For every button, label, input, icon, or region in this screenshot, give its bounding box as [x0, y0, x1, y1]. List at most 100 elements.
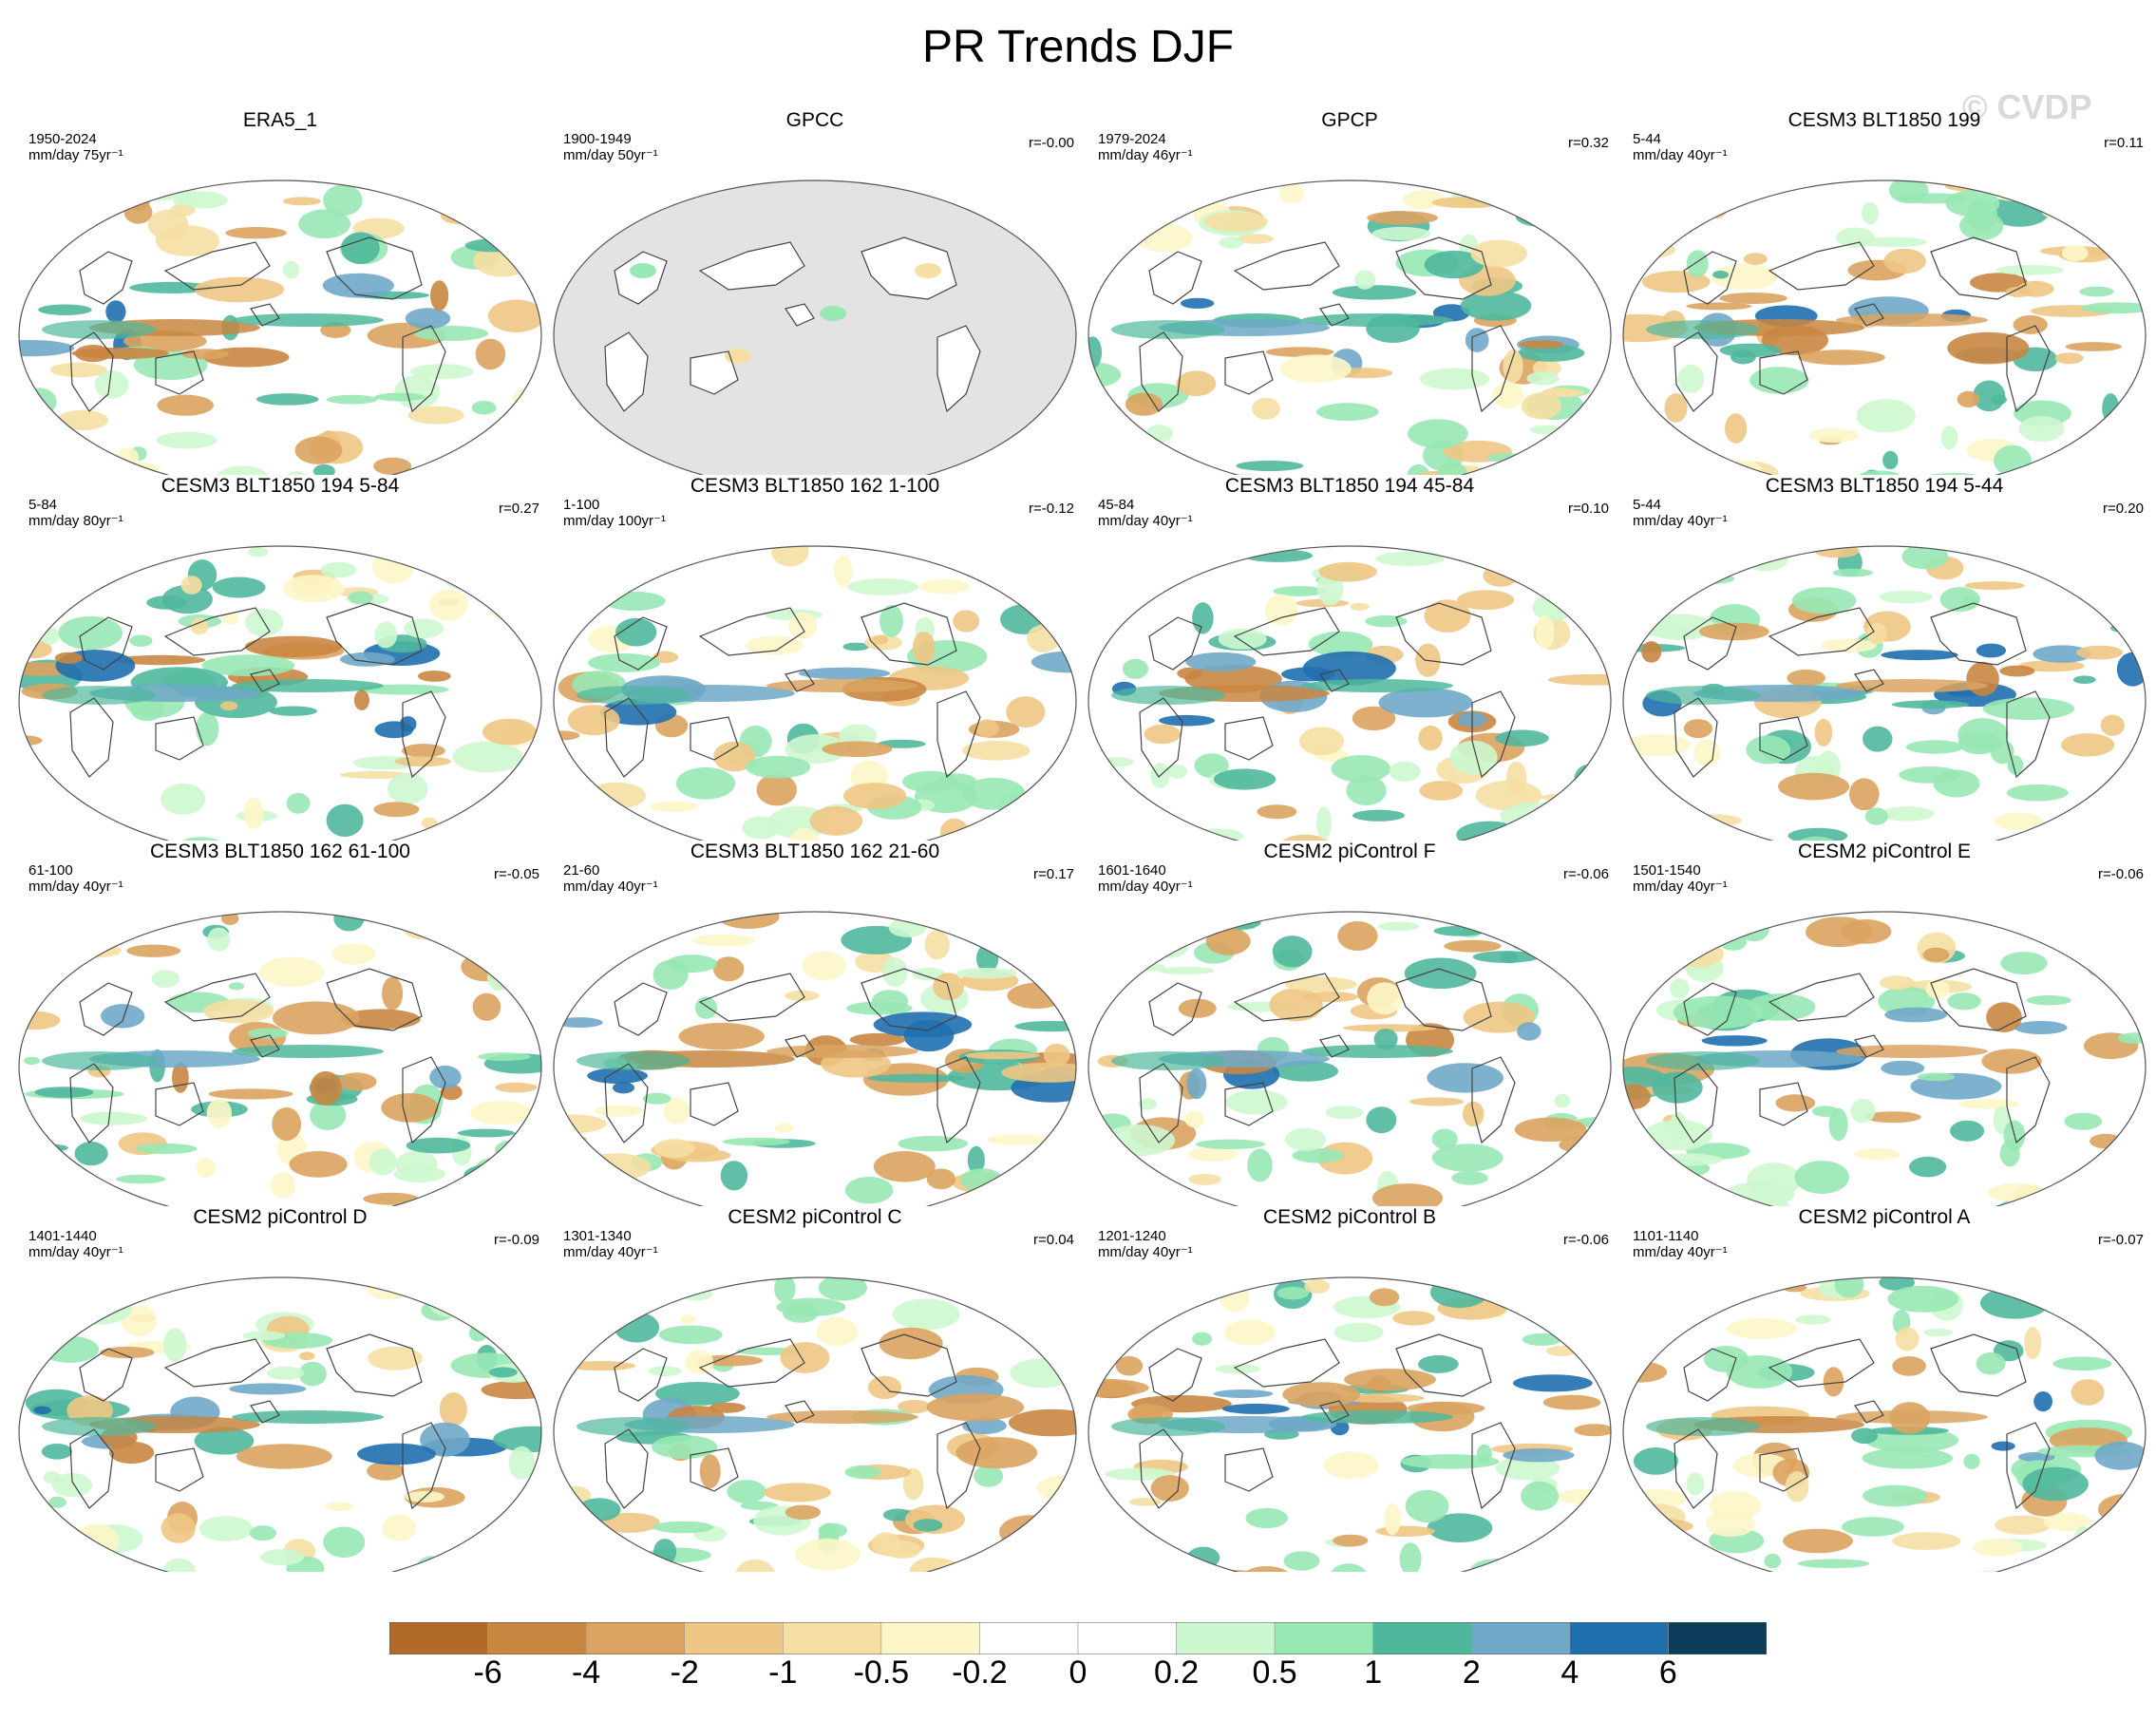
trend-patch — [1302, 992, 1358, 1003]
units-label: mm/day 80yr⁻¹ — [28, 513, 123, 529]
trend-patch — [42, 1311, 80, 1333]
trend-patch — [322, 273, 394, 298]
trend-patch — [1110, 807, 1144, 816]
coastline — [698, 607, 805, 656]
coastline — [614, 616, 668, 671]
trend-patch — [577, 932, 625, 950]
trend-patch — [1304, 1279, 1331, 1294]
coastline — [1319, 1034, 1350, 1058]
trend-patch — [117, 447, 140, 466]
trend-patch — [1264, 594, 1298, 626]
trend-patch — [1651, 1153, 1723, 1166]
trend-patch — [287, 470, 307, 475]
map-border — [1622, 180, 2147, 475]
coastline — [936, 325, 981, 413]
trend-patch — [771, 546, 809, 567]
trend-patch — [1673, 995, 1765, 1030]
trend-patch — [1400, 1454, 1500, 1469]
trend-patch — [367, 1277, 411, 1300]
map-plot — [553, 180, 1077, 475]
trend-patch — [1995, 264, 2064, 275]
trend-patch — [19, 620, 47, 631]
trend-patch — [1521, 1481, 1560, 1511]
period-label: 5-84 — [28, 497, 58, 513]
pattern-correlation: r=-0.09 — [494, 1232, 539, 1248]
trend-patch — [407, 406, 464, 425]
trend-patch — [1950, 1120, 1985, 1142]
trend-patch — [822, 741, 893, 758]
trend-patch — [756, 773, 798, 806]
trend-patch — [19, 339, 75, 357]
trend-patch — [614, 1312, 660, 1343]
trend-patch — [126, 944, 180, 957]
units-label: mm/day 40yr⁻¹ — [1098, 513, 1193, 529]
trend-patch — [2007, 755, 2024, 775]
trend-patch — [1808, 427, 1860, 444]
trend-patch — [1486, 453, 1530, 463]
trend-patch — [1280, 354, 1352, 384]
panel-period: 21-60 mm/day 40yr⁻¹ — [563, 862, 658, 895]
colorbar-tick-label: 4 — [1560, 1654, 1579, 1691]
trend-patch — [1701, 1035, 1768, 1047]
trend-patch — [406, 1137, 471, 1154]
trend-patch — [1995, 812, 2044, 830]
trend-patch — [348, 591, 373, 605]
trend-patch — [488, 1367, 518, 1378]
trend-patch — [1891, 700, 1970, 709]
panel-title: CESM2 piControl A — [1798, 1206, 1971, 1228]
trend-patch — [1026, 1554, 1076, 1572]
tropical-band — [1301, 1045, 1453, 1058]
precip-field — [1623, 180, 2146, 475]
trend-patch — [2090, 1133, 2123, 1149]
trend-patch — [1431, 1128, 1458, 1149]
trend-patch — [844, 1465, 881, 1480]
coastline — [1233, 973, 1340, 1022]
trend-patch — [884, 1540, 921, 1559]
coastline — [690, 1082, 739, 1126]
trend-patch — [1778, 772, 1850, 801]
trend-patch — [1419, 781, 1464, 801]
trend-patch — [225, 227, 287, 239]
trend-patch — [962, 777, 1026, 810]
coastline — [1768, 241, 1875, 291]
trend-patch — [1519, 340, 1564, 349]
tropical-band — [1646, 1417, 1760, 1436]
trend-patch — [1864, 807, 1888, 825]
trend-patch — [1420, 368, 1489, 390]
trend-patch — [60, 200, 88, 220]
trend-patch — [1476, 1444, 1492, 1464]
coastline — [1471, 1056, 1516, 1144]
trend-patch — [1623, 1159, 1648, 1170]
trend-patch — [1726, 1354, 1793, 1389]
trend-patch — [1366, 1106, 1397, 1134]
coastline — [1224, 1082, 1274, 1126]
colorbar-tick-label: 1 — [1364, 1654, 1383, 1691]
trend-patch — [2022, 1466, 2089, 1502]
colorbar-tick-label: 6 — [1658, 1654, 1677, 1691]
trend-patch — [19, 463, 87, 475]
period-label: 1101-1140 — [1633, 1228, 1699, 1244]
trend-patch — [607, 546, 627, 568]
trend-patch — [610, 551, 677, 561]
trend-patch — [1683, 719, 1712, 739]
trend-patch — [1470, 239, 1527, 268]
trend-patch — [1103, 465, 1123, 475]
trend-patch — [1392, 1311, 1435, 1326]
coastline — [1471, 1422, 1516, 1510]
coastline — [1148, 616, 1202, 671]
trend-patch — [1220, 1283, 1251, 1313]
trend-patch — [809, 805, 863, 836]
trend-patch — [466, 454, 515, 475]
trend-patch — [2089, 1552, 2129, 1572]
trend-patch — [652, 1435, 718, 1459]
trend-patch — [1125, 392, 1163, 416]
trend-patch — [399, 716, 417, 732]
trend-patch — [1981, 1049, 2042, 1074]
trend-patch — [1371, 226, 1431, 241]
trend-patch — [1027, 624, 1060, 652]
map-border — [1087, 911, 1612, 1206]
trend-patch — [289, 1151, 348, 1178]
trend-patch — [22, 1513, 50, 1540]
trend-patch — [1451, 1171, 1488, 1185]
trend-patch — [1588, 923, 1611, 951]
